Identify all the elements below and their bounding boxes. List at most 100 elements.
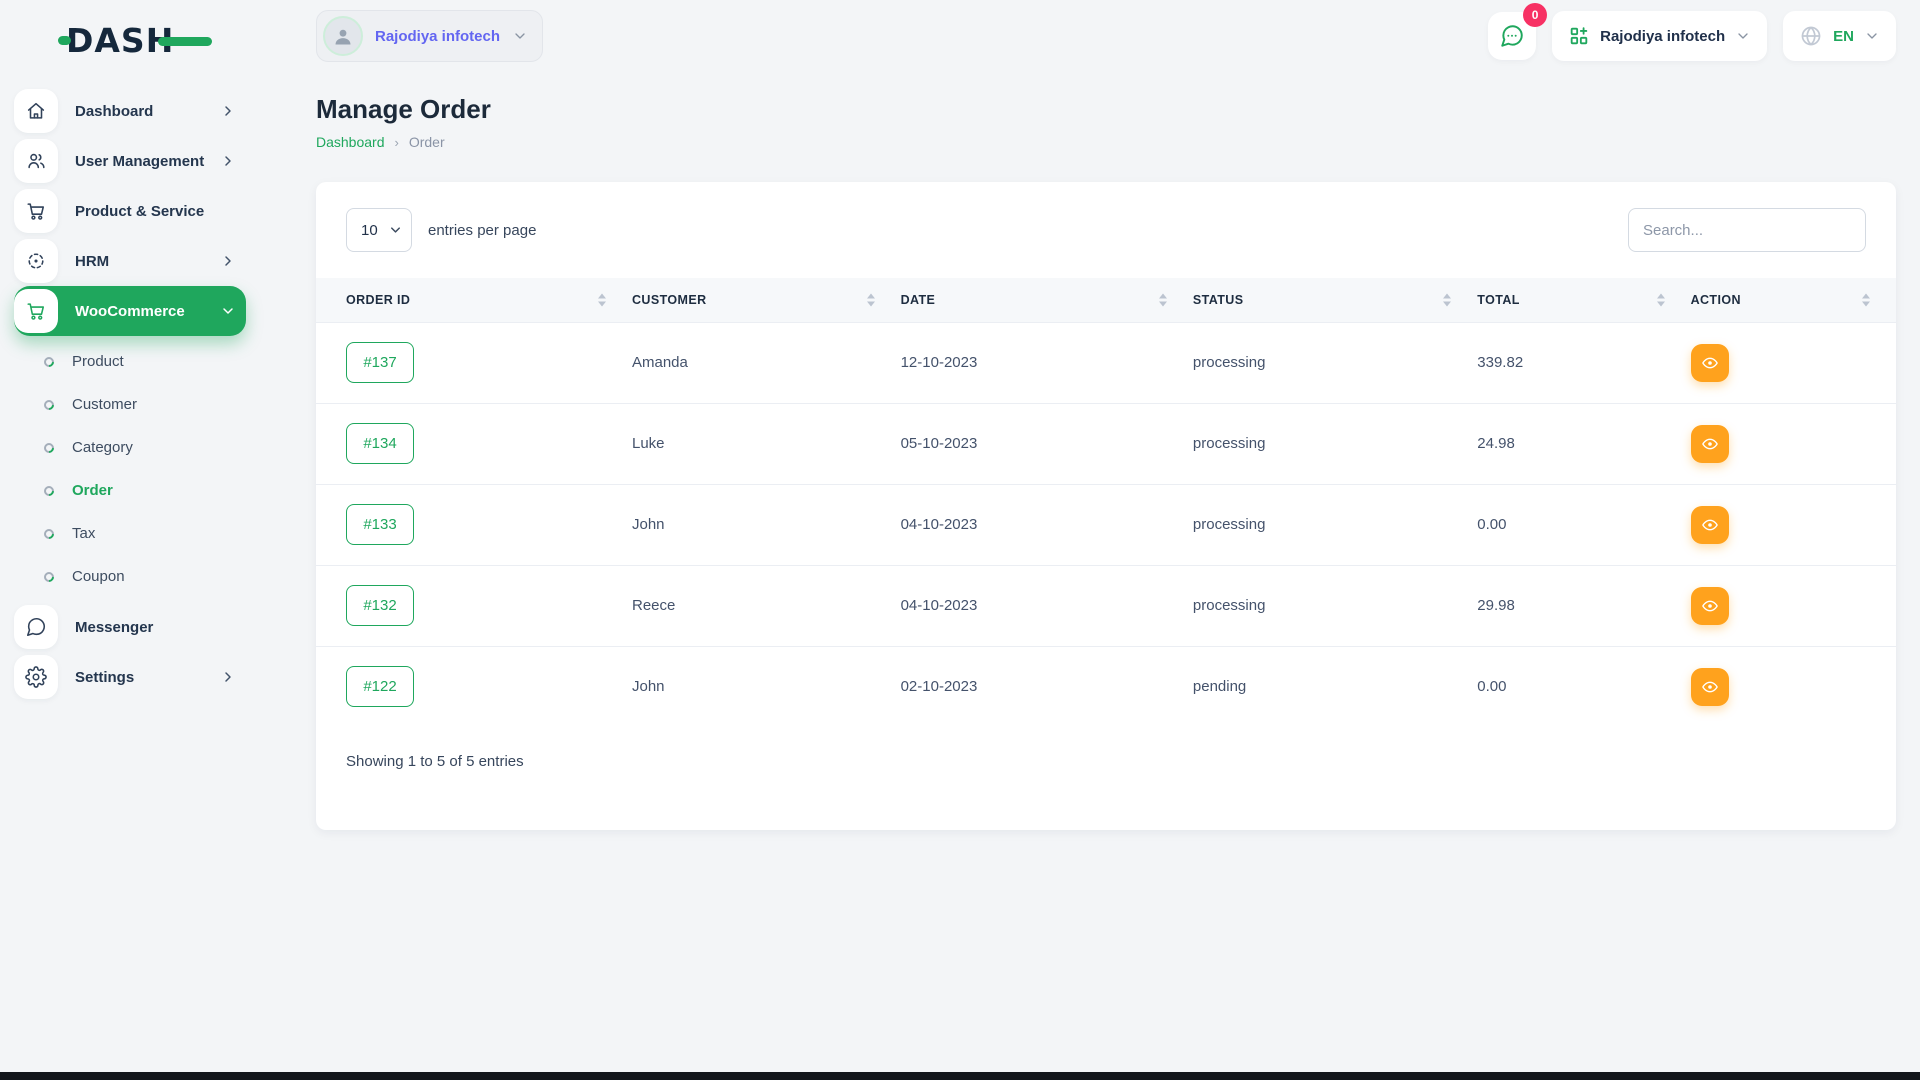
topbar-right: 0 Rajodiya infotech — [1488, 3, 1896, 61]
sidebar-subitem-label: Coupon — [72, 568, 125, 585]
chevron-right-icon — [220, 153, 236, 169]
sidebar-subitem-tax[interactable]: Tax — [14, 512, 246, 555]
orders-table: ORDER ID CUSTOMER DATE STATUS TOTAL ACTION #1… — [316, 278, 1896, 727]
chevron-down-icon — [220, 303, 236, 319]
eye-icon — [1701, 435, 1719, 453]
column-header-label: TOTAL — [1477, 292, 1520, 307]
company-label: Rajodiya infotech — [1600, 27, 1726, 45]
sidebar-subitem-label: Customer — [72, 396, 138, 413]
home-icon — [14, 89, 58, 133]
column-header-status[interactable]: STATUS — [1192, 278, 1478, 322]
view-order-button[interactable] — [1690, 505, 1729, 544]
orders-card: 10 entries per page ORDER ID CUSTOMER DATE… — [316, 182, 1896, 830]
brand-logo[interactable]: DASH — [58, 20, 213, 60]
workspace-label: Rajodiya infotech — [375, 27, 501, 45]
order-id-cell: #132 — [316, 564, 632, 646]
order-row-137: #137 Amanda 12-10-2023 processing 339.82 — [316, 321, 1896, 403]
main-area: Rajodiya infotech 0 — [316, 0, 1896, 830]
date-cell: 04-10-2023 — [900, 564, 1193, 646]
column-header-label: CUSTOMER — [632, 292, 707, 307]
company-selector[interactable]: Rajodiya infotech — [1552, 11, 1768, 61]
date-cell: 02-10-2023 — [900, 645, 1193, 727]
total-cell: 339.82 — [1477, 321, 1691, 403]
avatar — [323, 16, 363, 56]
column-header-customer[interactable]: CUSTOMER — [632, 278, 901, 322]
table-controls: 10 entries per page — [316, 182, 1896, 278]
view-order-button[interactable] — [1690, 424, 1729, 463]
messages-button[interactable]: 0 — [1488, 3, 1548, 60]
brand-name: DASH — [66, 20, 175, 60]
sort-icon — [1443, 293, 1452, 307]
order-id-badge[interactable]: #137 — [346, 342, 414, 383]
table-header-row: ORDER ID CUSTOMER DATE STATUS TOTAL ACTION — [316, 278, 1896, 322]
view-order-button[interactable] — [1690, 667, 1729, 706]
breadcrumb-dashboard-link[interactable]: Dashboard — [316, 134, 385, 150]
page-size-select[interactable]: 10 — [346, 208, 412, 252]
action-cell — [1690, 402, 1896, 484]
action-cell — [1690, 564, 1896, 646]
customer-cell: John — [632, 483, 901, 565]
page-title: Manage Order — [316, 94, 491, 124]
page-size-select-wrap: 10 — [346, 208, 412, 252]
sidebar-item-dashboard[interactable]: Dashboard — [14, 86, 246, 136]
date-cell: 04-10-2023 — [900, 483, 1193, 565]
customer-cell: John — [632, 645, 901, 727]
column-header-action[interactable]: ACTION — [1690, 278, 1896, 322]
customer-cell: Amanda — [632, 321, 901, 403]
sort-icon — [1862, 293, 1870, 307]
sidebar-item-user-management[interactable]: User Management — [14, 136, 246, 186]
chevron-right-icon — [220, 669, 236, 685]
sidebar-item-settings[interactable]: Settings — [14, 652, 246, 702]
column-header-date[interactable]: DATE — [900, 278, 1193, 322]
person-icon — [331, 24, 355, 48]
status-cell: processing — [1192, 483, 1478, 565]
order-id-badge[interactable]: #134 — [346, 423, 414, 464]
order-id-cell: #133 — [316, 483, 632, 565]
sidebar-subitem-order[interactable]: Order — [14, 469, 246, 512]
order-id-badge[interactable]: #133 — [346, 504, 414, 545]
users-icon — [14, 139, 58, 183]
sidebar-subitem-label: Order — [72, 482, 113, 499]
column-header-label: ORDER ID — [346, 292, 411, 307]
total-cell: 24.98 — [1477, 402, 1691, 484]
sidebar-item-label: WooCommerce — [75, 302, 185, 320]
action-cell — [1690, 645, 1896, 727]
breadcrumb-current: Order — [408, 134, 445, 150]
sidebar: DASH Dashboard User Management Product & S… — [0, 0, 260, 1080]
sidebar-subitem-category[interactable]: Category — [14, 426, 246, 469]
table-footer-summary: Showing 1 to 5 of 5 entries — [346, 753, 524, 770]
entries-per-page-label: entries per page — [428, 221, 537, 239]
sidebar-item-label: Settings — [75, 668, 135, 686]
column-header-order-id[interactable]: ORDER ID — [316, 278, 632, 322]
status-cell: processing — [1192, 402, 1478, 484]
view-order-button[interactable] — [1690, 586, 1729, 625]
sidebar-subitem-coupon[interactable]: Coupon — [14, 555, 246, 598]
sidebar-item-hrm[interactable]: HRM — [14, 236, 246, 286]
sidebar-item-messenger[interactable]: Messenger — [14, 602, 246, 652]
order-id-badge[interactable]: #122 — [346, 666, 414, 708]
sidebar-subitem-customer[interactable]: Customer — [14, 383, 246, 426]
order-row-134: #134 Luke 05-10-2023 processing 24.98 — [316, 402, 1896, 484]
total-cell: 0.00 — [1477, 483, 1691, 565]
bottom-edge-bar — [0, 1072, 1920, 1080]
column-header-total[interactable]: TOTAL — [1477, 278, 1691, 322]
view-order-button[interactable] — [1690, 343, 1729, 382]
sidebar-item-product-service[interactable]: Product & Service — [14, 186, 246, 236]
search-input[interactable] — [1628, 208, 1866, 252]
sidebar-menu: Dashboard User Management Product & Servic… — [14, 86, 246, 702]
sidebar-subitem-product[interactable]: Product — [14, 340, 246, 383]
column-header-label: ACTION — [1690, 292, 1741, 307]
chevron-down-icon — [1735, 28, 1751, 44]
order-id-badge[interactable]: #132 — [346, 585, 414, 626]
breadcrumb: Dashboard › Order — [316, 134, 1896, 150]
sidebar-item-woocommerce[interactable]: WooCommerce — [14, 286, 246, 336]
sidebar-subitem-label: Category — [72, 439, 133, 456]
customer-cell: Reece — [632, 564, 901, 646]
target-icon — [14, 239, 58, 283]
eye-icon — [1701, 678, 1719, 696]
language-selector[interactable]: EN — [1783, 11, 1896, 61]
eye-icon — [1701, 354, 1719, 372]
sort-icon — [1158, 293, 1167, 307]
chevron-down-icon — [1864, 28, 1880, 44]
workspace-selector[interactable]: Rajodiya infotech — [316, 10, 544, 62]
